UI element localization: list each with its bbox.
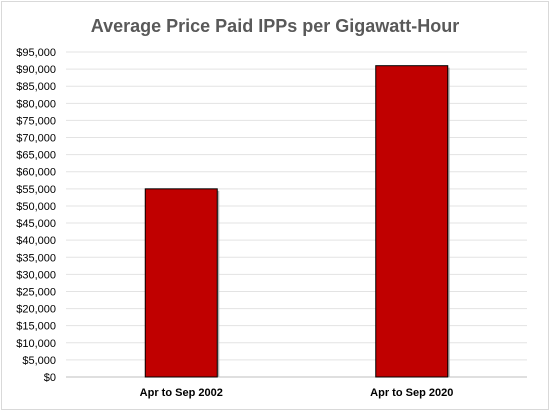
y-tick-label: $0: [44, 372, 56, 384]
y-tick-label: $50,000: [16, 201, 56, 213]
y-tick-label: $25,000: [16, 286, 56, 298]
y-tick-label: $55,000: [16, 184, 56, 196]
y-tick-label: $85,000: [16, 81, 56, 93]
y-tick-label: $75,000: [16, 115, 56, 127]
y-tick-label: $70,000: [16, 133, 56, 145]
y-tick-label: $45,000: [16, 218, 56, 230]
y-tick-label: $15,000: [16, 321, 56, 333]
y-tick-label: $60,000: [16, 167, 56, 179]
y-tick-label: $35,000: [16, 252, 56, 264]
y-tick-label: $5,000: [22, 355, 56, 367]
y-tick-label: $95,000: [16, 47, 56, 59]
y-tick-label: $20,000: [16, 304, 56, 316]
x-tick-label: Apr to Sep 2020: [370, 387, 453, 399]
y-tick-label: $90,000: [16, 64, 56, 76]
x-tick-label: Apr to Sep 2002: [140, 387, 223, 399]
y-tick-label: $40,000: [16, 235, 56, 247]
chart-title: Average Price Paid IPPs per Gigawatt-Hou…: [90, 16, 460, 36]
y-tick-label: $10,000: [16, 338, 56, 350]
y-tick-label: $65,000: [16, 150, 56, 162]
bar: [144, 188, 218, 378]
y-tick-label: $30,000: [16, 269, 56, 281]
y-tick-label: $80,000: [16, 98, 56, 110]
bar: [375, 65, 449, 378]
